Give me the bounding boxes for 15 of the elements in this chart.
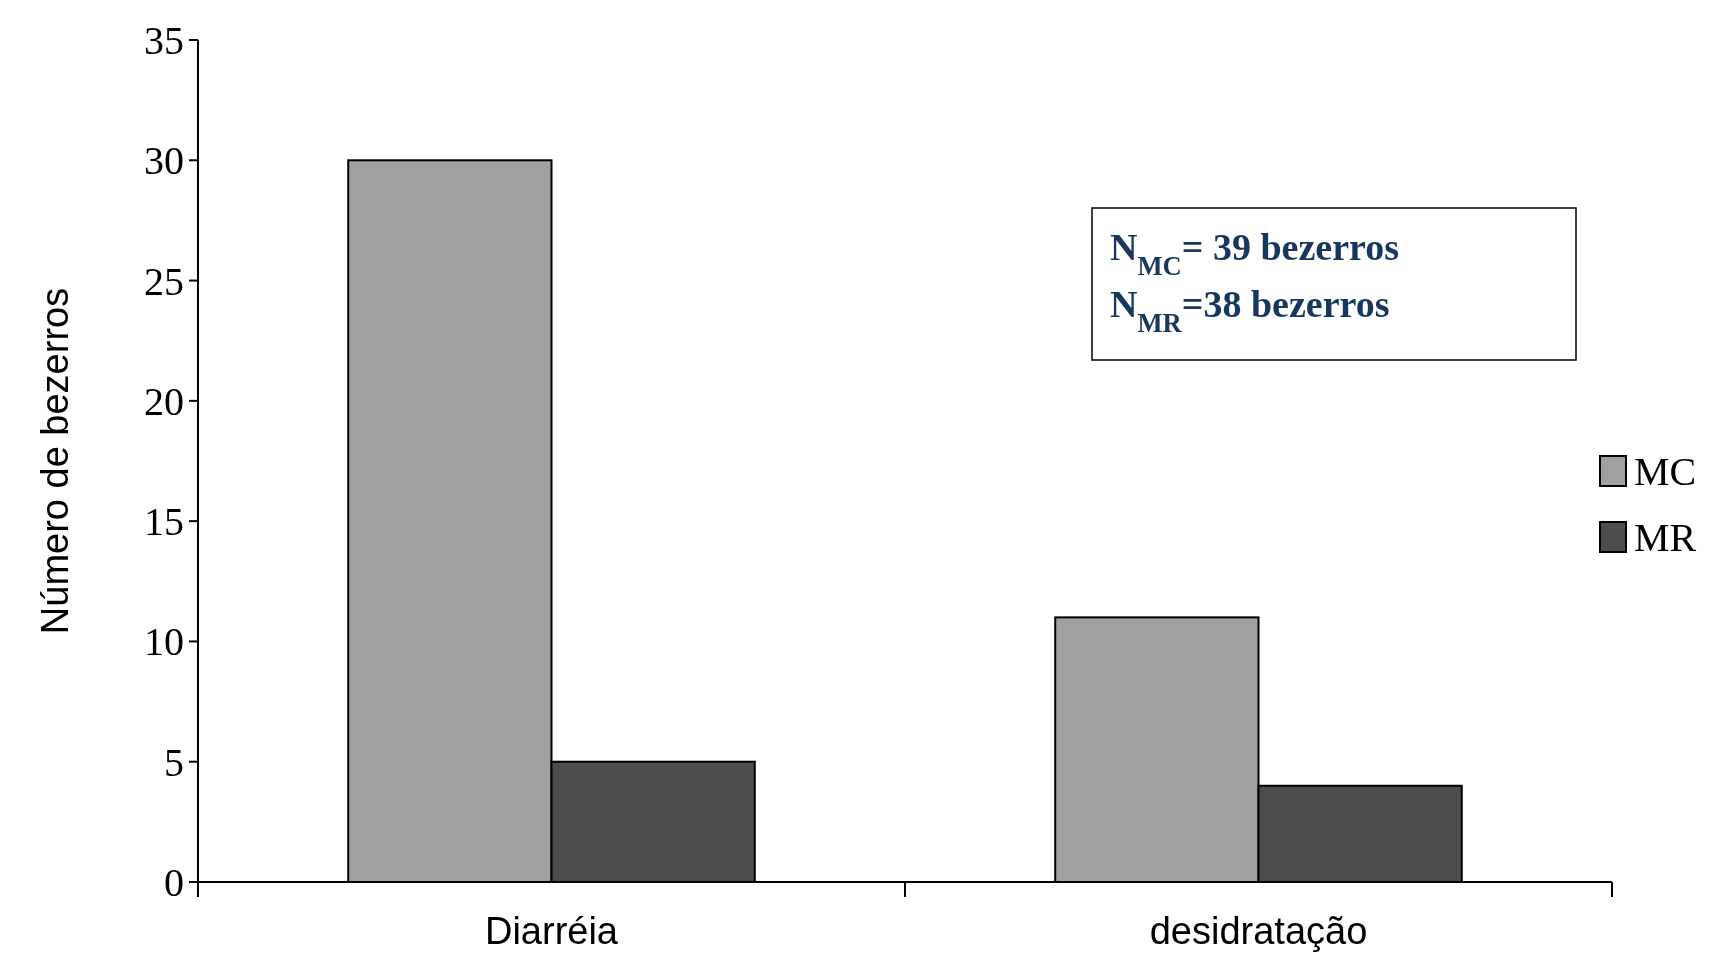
y-axis-title: Número de bezerros [34, 287, 76, 635]
y-tick-label: 15 [144, 499, 184, 545]
y-tick-label: 30 [144, 138, 184, 184]
y-tick-label: 25 [144, 258, 184, 304]
legend-label: MC [1634, 449, 1697, 494]
legend-label: MR [1634, 515, 1697, 560]
x-tick-label: desidratação [1149, 910, 1368, 952]
y-tick-label: 35 [144, 18, 184, 63]
y-tick-label: 20 [144, 378, 184, 424]
x-tick-label: Diarréia [484, 910, 619, 952]
y-tick-label: 0 [164, 860, 184, 905]
annotation: N$_{MC}$= 39 bezerros [1110, 226, 1399, 281]
y-tick-label: 5 [164, 739, 184, 785]
y-tick-label: 10 [144, 619, 184, 665]
annotation: N$_{MR}$=38 bezerros [1110, 283, 1390, 338]
